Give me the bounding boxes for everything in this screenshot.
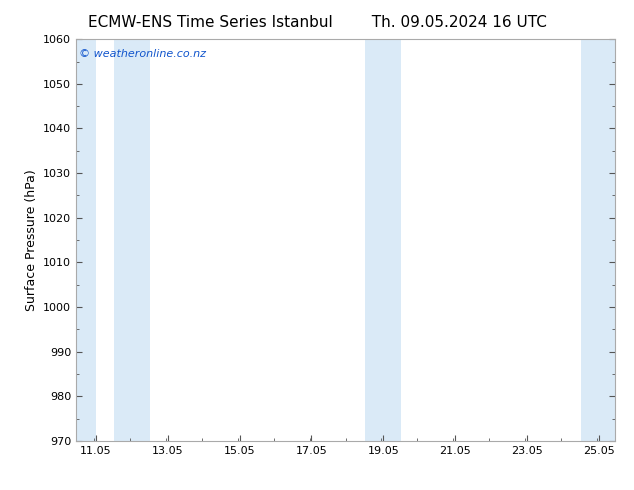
Y-axis label: Surface Pressure (hPa): Surface Pressure (hPa) xyxy=(25,169,37,311)
Bar xyxy=(76,39,96,441)
Text: © weatheronline.co.nz: © weatheronline.co.nz xyxy=(79,49,206,59)
Bar xyxy=(365,39,401,441)
Text: ECMW-ENS Time Series Istanbul        Th. 09.05.2024 16 UTC: ECMW-ENS Time Series Istanbul Th. 09.05.… xyxy=(87,15,547,30)
Bar xyxy=(114,39,150,441)
Bar xyxy=(581,39,615,441)
